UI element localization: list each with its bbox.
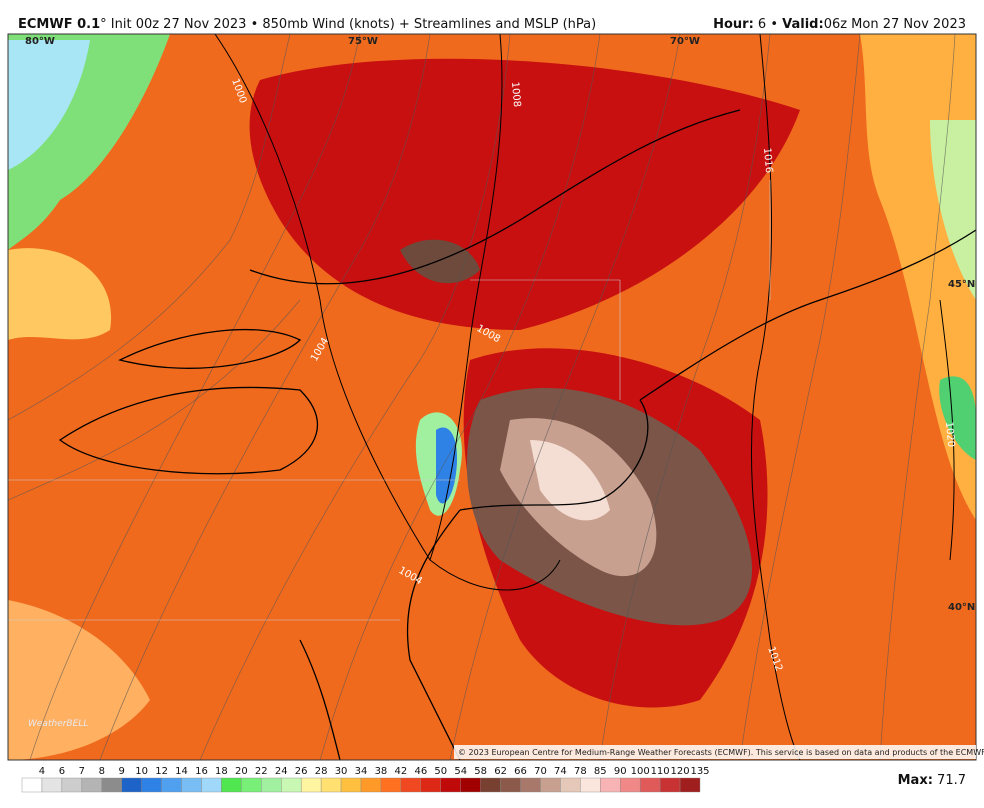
colorbar-swatch bbox=[300, 777, 322, 793]
colorbar-label: 135 bbox=[690, 766, 709, 777]
valid: 06z Mon 27 Nov 2023 bbox=[824, 17, 966, 32]
colorbar-swatch bbox=[500, 777, 521, 793]
colorbar-label: 54 bbox=[454, 766, 467, 777]
colorbar-label: 22 bbox=[255, 766, 268, 777]
colorbar-swatch bbox=[101, 777, 122, 793]
lon-label: 70°W bbox=[670, 36, 700, 47]
colorbar-swatch bbox=[281, 777, 302, 793]
colorbar-swatch bbox=[580, 777, 601, 793]
colorbar-label: 9 bbox=[119, 766, 125, 777]
colorbar-label: 90 bbox=[614, 766, 627, 777]
colorbar-label: 7 bbox=[79, 766, 85, 777]
colorbar-swatch bbox=[61, 777, 83, 793]
colorbar-label: 120 bbox=[671, 766, 690, 777]
colorbar-swatch bbox=[600, 777, 621, 793]
colorbar-swatch bbox=[540, 777, 561, 793]
colorbar-label: 46 bbox=[414, 766, 427, 777]
colorbar-label: 70 bbox=[534, 766, 547, 777]
colorbar-label: 28 bbox=[315, 766, 328, 777]
colorbar-swatch bbox=[440, 777, 461, 793]
colorbar-swatch bbox=[221, 777, 242, 793]
colorbar-swatch bbox=[460, 777, 481, 793]
colorbar-swatch bbox=[380, 777, 402, 793]
colorbar-label: 110 bbox=[651, 766, 670, 777]
credit-bg bbox=[454, 745, 976, 759]
colorbar-label: 66 bbox=[514, 766, 527, 777]
colorbar-label: 20 bbox=[235, 766, 248, 777]
colorbar-swatch bbox=[141, 777, 162, 793]
colorbar-swatch bbox=[360, 777, 382, 793]
colorbar-label: 8 bbox=[99, 766, 105, 777]
colorbar-swatch bbox=[181, 777, 202, 793]
coastlines bbox=[8, 109, 976, 760]
colorbar-label: 18 bbox=[215, 766, 228, 777]
colorbar-label: 62 bbox=[494, 766, 507, 777]
colorbar-label: 85 bbox=[594, 766, 607, 777]
colorbar-label: 74 bbox=[554, 766, 567, 777]
model: ECMWF 0.1 bbox=[18, 17, 100, 32]
isobar-label: 1008 bbox=[509, 81, 522, 107]
colorbar-swatch bbox=[659, 777, 681, 793]
colorbar: 4 6 7 8 9 10 12 14 16 18 20 22 24 26 28 30 34 38 42 46 50 54 5… bbox=[21, 766, 710, 793]
colorbar-label: 30 bbox=[335, 766, 348, 777]
lat-label: 45°N bbox=[948, 279, 975, 290]
max: Max: 71.7 bbox=[898, 773, 966, 788]
logo: WeatherBELL bbox=[28, 719, 88, 729]
colorbar-swatch bbox=[81, 777, 102, 793]
title-text: ° Init 00z 27 Nov 2023 • 850mb Wind (kno… bbox=[100, 17, 596, 32]
title: ECMWF 0.1° Init 00z 27 Nov 2023 • 850mb … bbox=[18, 17, 596, 32]
hour: 6 • bbox=[758, 17, 778, 32]
max-value: 71.7 bbox=[937, 773, 966, 788]
colorbar-swatch bbox=[400, 777, 422, 793]
colorbar-swatch bbox=[161, 777, 182, 793]
colorbar-swatch bbox=[520, 777, 541, 793]
hour-label: Hour: bbox=[713, 17, 754, 32]
colorbar-swatch bbox=[620, 777, 641, 793]
colorbar-label: 34 bbox=[355, 766, 368, 777]
colorbar-swatch bbox=[21, 777, 43, 793]
colorbar-label: 24 bbox=[275, 766, 288, 777]
colorbar-label: 50 bbox=[434, 766, 447, 777]
colorbar-label: 38 bbox=[375, 766, 388, 777]
valid-time: Hour: 6 • Valid:06z Mon 27 Nov 2023 bbox=[713, 17, 966, 32]
colorbar-label: 58 bbox=[474, 766, 487, 777]
colorbar-label: 6 bbox=[59, 766, 65, 777]
colorbar-label: 78 bbox=[574, 766, 587, 777]
colorbar-label: 4 bbox=[39, 766, 45, 777]
colorbar-swatch bbox=[420, 777, 441, 793]
lat-label: 40°N bbox=[948, 602, 975, 613]
isobar-label: 1020 bbox=[943, 421, 956, 447]
colorbar-label: 12 bbox=[155, 766, 168, 777]
colorbar-label: 10 bbox=[135, 766, 148, 777]
credit: © 2023 European Centre for Medium-Range … bbox=[458, 748, 984, 757]
map-frame bbox=[7, 33, 977, 761]
isobar-label: 1016 bbox=[761, 147, 774, 173]
colorbar-swatch bbox=[41, 777, 63, 793]
lon-label: 80°W bbox=[25, 36, 55, 47]
colorbar-label: 14 bbox=[175, 766, 188, 777]
colorbar-swatch bbox=[241, 777, 262, 793]
colorbar-swatch bbox=[639, 777, 661, 793]
colorbar-swatch bbox=[340, 777, 362, 793]
colorbar-label: 42 bbox=[395, 766, 408, 777]
colorbar-label: 16 bbox=[195, 766, 208, 777]
map bbox=[8, 34, 976, 760]
valid-label: Valid: bbox=[782, 17, 824, 32]
lon-label: 75°W bbox=[348, 36, 378, 47]
colorbar-swatch bbox=[121, 777, 142, 793]
isobars bbox=[214, 34, 955, 760]
colorbar-swatch bbox=[320, 777, 342, 793]
colorbar-swatch bbox=[560, 777, 581, 793]
colorbar-swatch bbox=[201, 777, 222, 793]
colorbar-label: 26 bbox=[295, 766, 308, 777]
colorbar-label: 100 bbox=[631, 766, 650, 777]
colorbar-swatch bbox=[480, 777, 501, 793]
colorbar-swatch bbox=[679, 777, 701, 793]
colorbar-swatch bbox=[261, 777, 282, 793]
max-label: Max: bbox=[898, 773, 933, 788]
